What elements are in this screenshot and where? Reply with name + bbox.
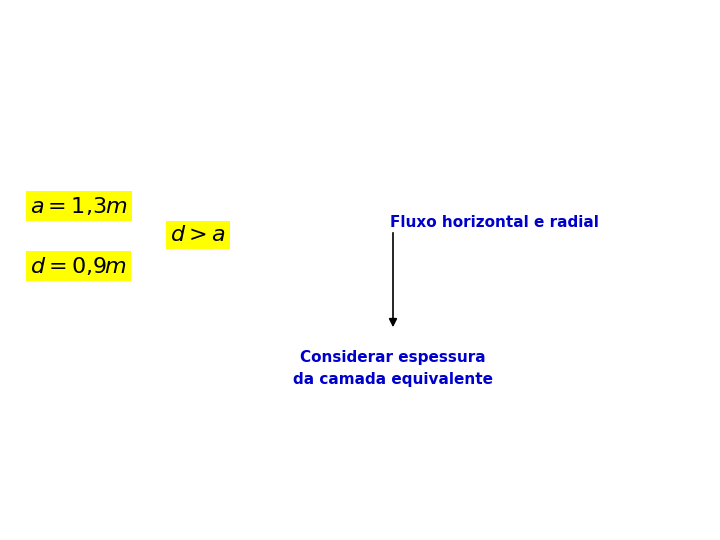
Text: $d = 0{,}9m$: $d = 0{,}9m$	[30, 255, 127, 277]
Text: $d > a$: $d > a$	[170, 225, 225, 245]
Text: $a = 1{,}3m$: $a = 1{,}3m$	[30, 195, 128, 217]
Text: da camada equivalente: da camada equivalente	[293, 372, 493, 387]
Text: Fluxo horizontal e radial: Fluxo horizontal e radial	[390, 215, 599, 230]
Text: Considerar espessura: Considerar espessura	[300, 350, 486, 365]
